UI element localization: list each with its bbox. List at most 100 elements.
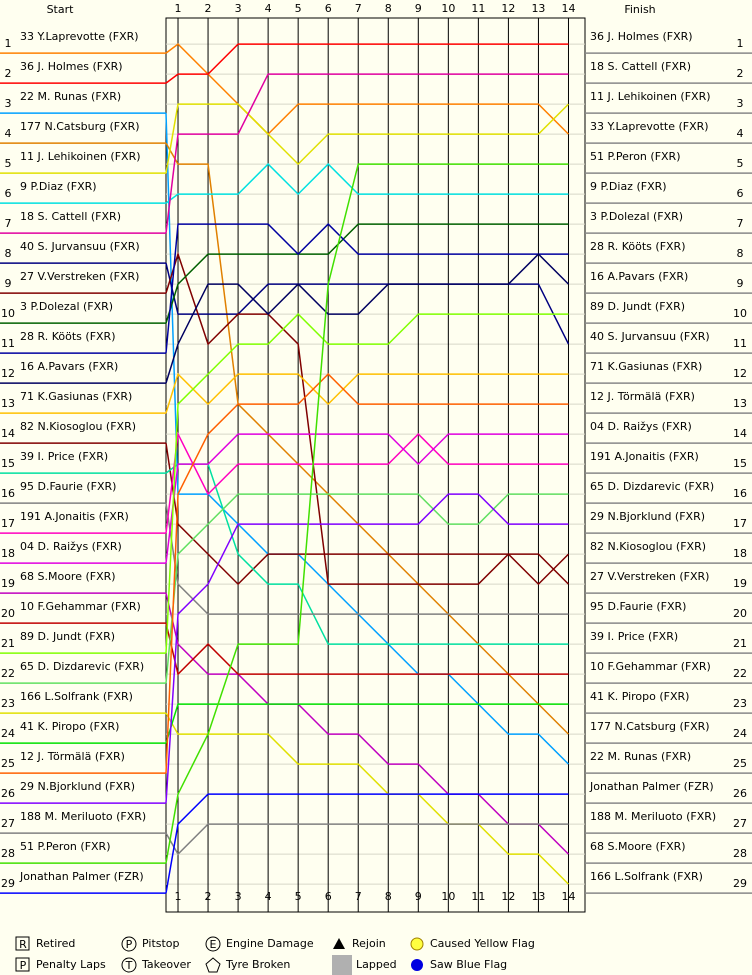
y-tick-label: 11 — [1, 337, 15, 350]
finish-name: 82 N.Kiosoglou (FXR) — [590, 540, 706, 553]
driver-line — [165, 823, 569, 856]
x-tick-label: 12 — [501, 2, 515, 15]
finish-name: 11 J. Lehikoinen (FXR) — [590, 90, 711, 103]
finish-name: 68 S.Moore (FXR) — [590, 840, 686, 853]
y-tick-label-right: 1 — [737, 37, 744, 50]
driver-line — [165, 163, 569, 204]
finish-name: 3 P.Dolezal (FXR) — [590, 210, 683, 223]
driver-line — [165, 253, 570, 384]
x-tick-label-bottom: 8 — [385, 890, 392, 903]
finish-name: 177 N.Catsburg (FXR) — [590, 720, 710, 733]
start-name: 82 N.Kiosoglou (FXR) — [20, 420, 136, 433]
driver-line — [165, 493, 569, 684]
x-tick-label: 13 — [531, 2, 545, 15]
finish-name: 18 S. Cattell (FXR) — [590, 60, 691, 73]
y-tick-label-right: 17 — [733, 517, 747, 530]
x-tick-label-bottom: 13 — [531, 890, 545, 903]
y-tick-label-right: 13 — [733, 397, 747, 410]
y-tick-label: 27 — [1, 817, 15, 830]
start-name: 04 D. Raižys (FXR) — [20, 540, 122, 553]
legend-symbol: E — [210, 938, 217, 951]
legend-label: Engine Damage — [226, 937, 314, 950]
x-tick-label-bottom: 10 — [441, 890, 455, 903]
start-name: 33 Y.Laprevotte (FXR) — [20, 30, 139, 43]
start-name: 188 M. Meriluoto (FXR) — [20, 810, 146, 823]
start-name: 65 D. Dizdarevic (FXR) — [20, 660, 144, 673]
driver-line — [165, 163, 569, 864]
y-tick-label: 17 — [1, 517, 15, 530]
y-tick-label: 4 — [5, 127, 12, 140]
y-tick-label-right: 19 — [733, 577, 747, 590]
y-tick-label: 5 — [5, 157, 12, 170]
finish-name: 33 Y.Laprevotte (FXR) — [590, 120, 709, 133]
finish-label: Finish — [624, 3, 655, 16]
finish-name: 9 P.Diaz (FXR) — [590, 180, 667, 193]
start-name: 3 P.Dolezal (FXR) — [20, 300, 113, 313]
start-label: Start — [47, 3, 75, 16]
x-tick-label: 2 — [205, 2, 212, 15]
x-tick-label: 4 — [265, 2, 272, 15]
start-name: 51 P.Peron (FXR) — [20, 840, 111, 853]
legend-label: Saw Blue Flag — [430, 958, 507, 971]
y-tick-label-right: 23 — [733, 697, 747, 710]
x-tick-label: 9 — [415, 2, 422, 15]
start-name: 40 S. Jurvansuu (FXR) — [20, 240, 140, 253]
y-tick-label: 6 — [5, 187, 12, 200]
y-tick-label-right: 8 — [737, 247, 744, 260]
legend-label: Caused Yellow Flag — [430, 937, 535, 950]
driver-line — [165, 433, 569, 564]
x-tick-label: 1 — [175, 2, 182, 15]
y-tick-label: 19 — [1, 577, 15, 590]
legend-icon — [121, 936, 137, 952]
y-tick-label: 24 — [1, 727, 15, 740]
y-tick-label-right: 20 — [733, 607, 747, 620]
finish-name: 39 I. Price (FXR) — [590, 630, 678, 643]
finish-name: 71 K.Gasiunas (FXR) — [590, 360, 702, 373]
x-tick-label: 11 — [471, 2, 485, 15]
start-name: 191 A.Jonaitis (FXR) — [20, 510, 129, 523]
finish-name: 04 D. Raižys (FXR) — [590, 420, 692, 433]
legend-icon — [333, 938, 345, 949]
x-tick-label-bottom: 14 — [561, 890, 575, 903]
x-tick-label-bottom: 6 — [325, 890, 332, 903]
start-name: 12 J. Törmälä (FXR) — [20, 750, 125, 763]
start-name: 16 A.Pavars (FXR) — [20, 360, 118, 373]
y-tick-label: 25 — [1, 757, 15, 770]
y-tick-label: 3 — [5, 97, 12, 110]
legend-icon — [410, 937, 424, 951]
finish-name: 22 M. Runas (FXR) — [590, 750, 691, 763]
start-name: 166 L.Solfrank (FXR) — [20, 690, 133, 703]
x-tick-label-bottom: 9 — [415, 890, 422, 903]
y-tick-label-right: 28 — [733, 847, 747, 860]
y-tick-label: 26 — [1, 787, 15, 800]
start-name: 89 D. Jundt (FXR) — [20, 630, 115, 643]
plot-area — [165, 17, 586, 913]
start-name: 177 N.Catsburg (FXR) — [20, 120, 140, 133]
driver-line — [165, 592, 570, 855]
driver-line — [165, 223, 569, 324]
driver-line — [165, 103, 570, 174]
start-name: 71 K.Gasiunas (FXR) — [20, 390, 132, 403]
start-name: 39 I. Price (FXR) — [20, 450, 108, 463]
start-name: Jonathan Palmer (FZR) — [19, 870, 144, 883]
legend-icon — [205, 957, 221, 973]
finish-name: Jonathan Palmer (FZR) — [589, 780, 714, 793]
y-tick-label: 20 — [1, 607, 15, 620]
y-tick-label-right: 2 — [737, 67, 744, 80]
x-tick-label-bottom: 11 — [471, 890, 485, 903]
y-tick-label: 16 — [1, 487, 15, 500]
finish-name: 16 A.Pavars (FXR) — [590, 270, 688, 283]
x-tick-label-bottom: 2 — [205, 890, 212, 903]
y-tick-label: 18 — [1, 547, 15, 560]
driver-line — [165, 463, 569, 645]
y-tick-label-right: 27 — [733, 817, 747, 830]
y-tick-label: 7 — [5, 217, 12, 230]
legend-symbol: R — [19, 938, 27, 951]
x-tick-label-bottom: 3 — [235, 890, 242, 903]
legend-icon — [205, 936, 221, 952]
finish-name: 166 L.Solfrank (FXR) — [590, 870, 703, 883]
finish-name: 95 D.Faurie (FXR) — [590, 600, 686, 613]
y-tick-label: 23 — [1, 697, 15, 710]
x-tick-label-bottom: 12 — [501, 890, 515, 903]
